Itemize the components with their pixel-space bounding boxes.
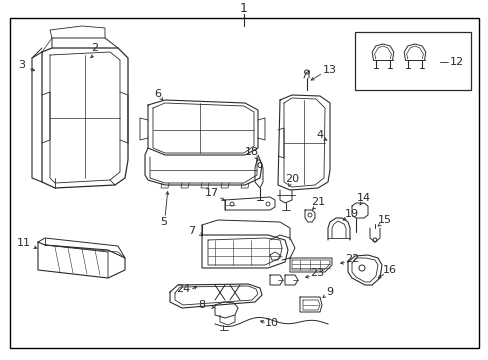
Text: 7: 7 xyxy=(188,226,195,236)
Text: 17: 17 xyxy=(204,188,219,198)
Text: 16: 16 xyxy=(382,265,396,275)
Bar xyxy=(354,32,470,90)
Text: 9: 9 xyxy=(326,287,333,297)
Text: 20: 20 xyxy=(285,174,299,184)
Text: 1: 1 xyxy=(240,1,247,14)
Text: 24: 24 xyxy=(176,284,190,294)
Text: 22: 22 xyxy=(344,254,358,264)
Text: 4: 4 xyxy=(315,130,323,140)
Text: 21: 21 xyxy=(310,197,325,207)
Text: 13: 13 xyxy=(323,65,336,75)
Text: 12: 12 xyxy=(449,57,463,67)
Text: 15: 15 xyxy=(377,215,391,225)
Text: 18: 18 xyxy=(244,147,259,157)
Text: 3: 3 xyxy=(19,60,25,70)
Text: 19: 19 xyxy=(344,209,358,219)
Text: 11: 11 xyxy=(17,238,31,248)
Text: 8: 8 xyxy=(198,300,205,310)
Text: 10: 10 xyxy=(264,318,279,328)
Text: 23: 23 xyxy=(309,268,324,278)
Text: 14: 14 xyxy=(356,193,370,203)
Text: 6: 6 xyxy=(154,89,161,99)
Text: 5: 5 xyxy=(160,217,167,227)
Text: 2: 2 xyxy=(91,43,99,53)
